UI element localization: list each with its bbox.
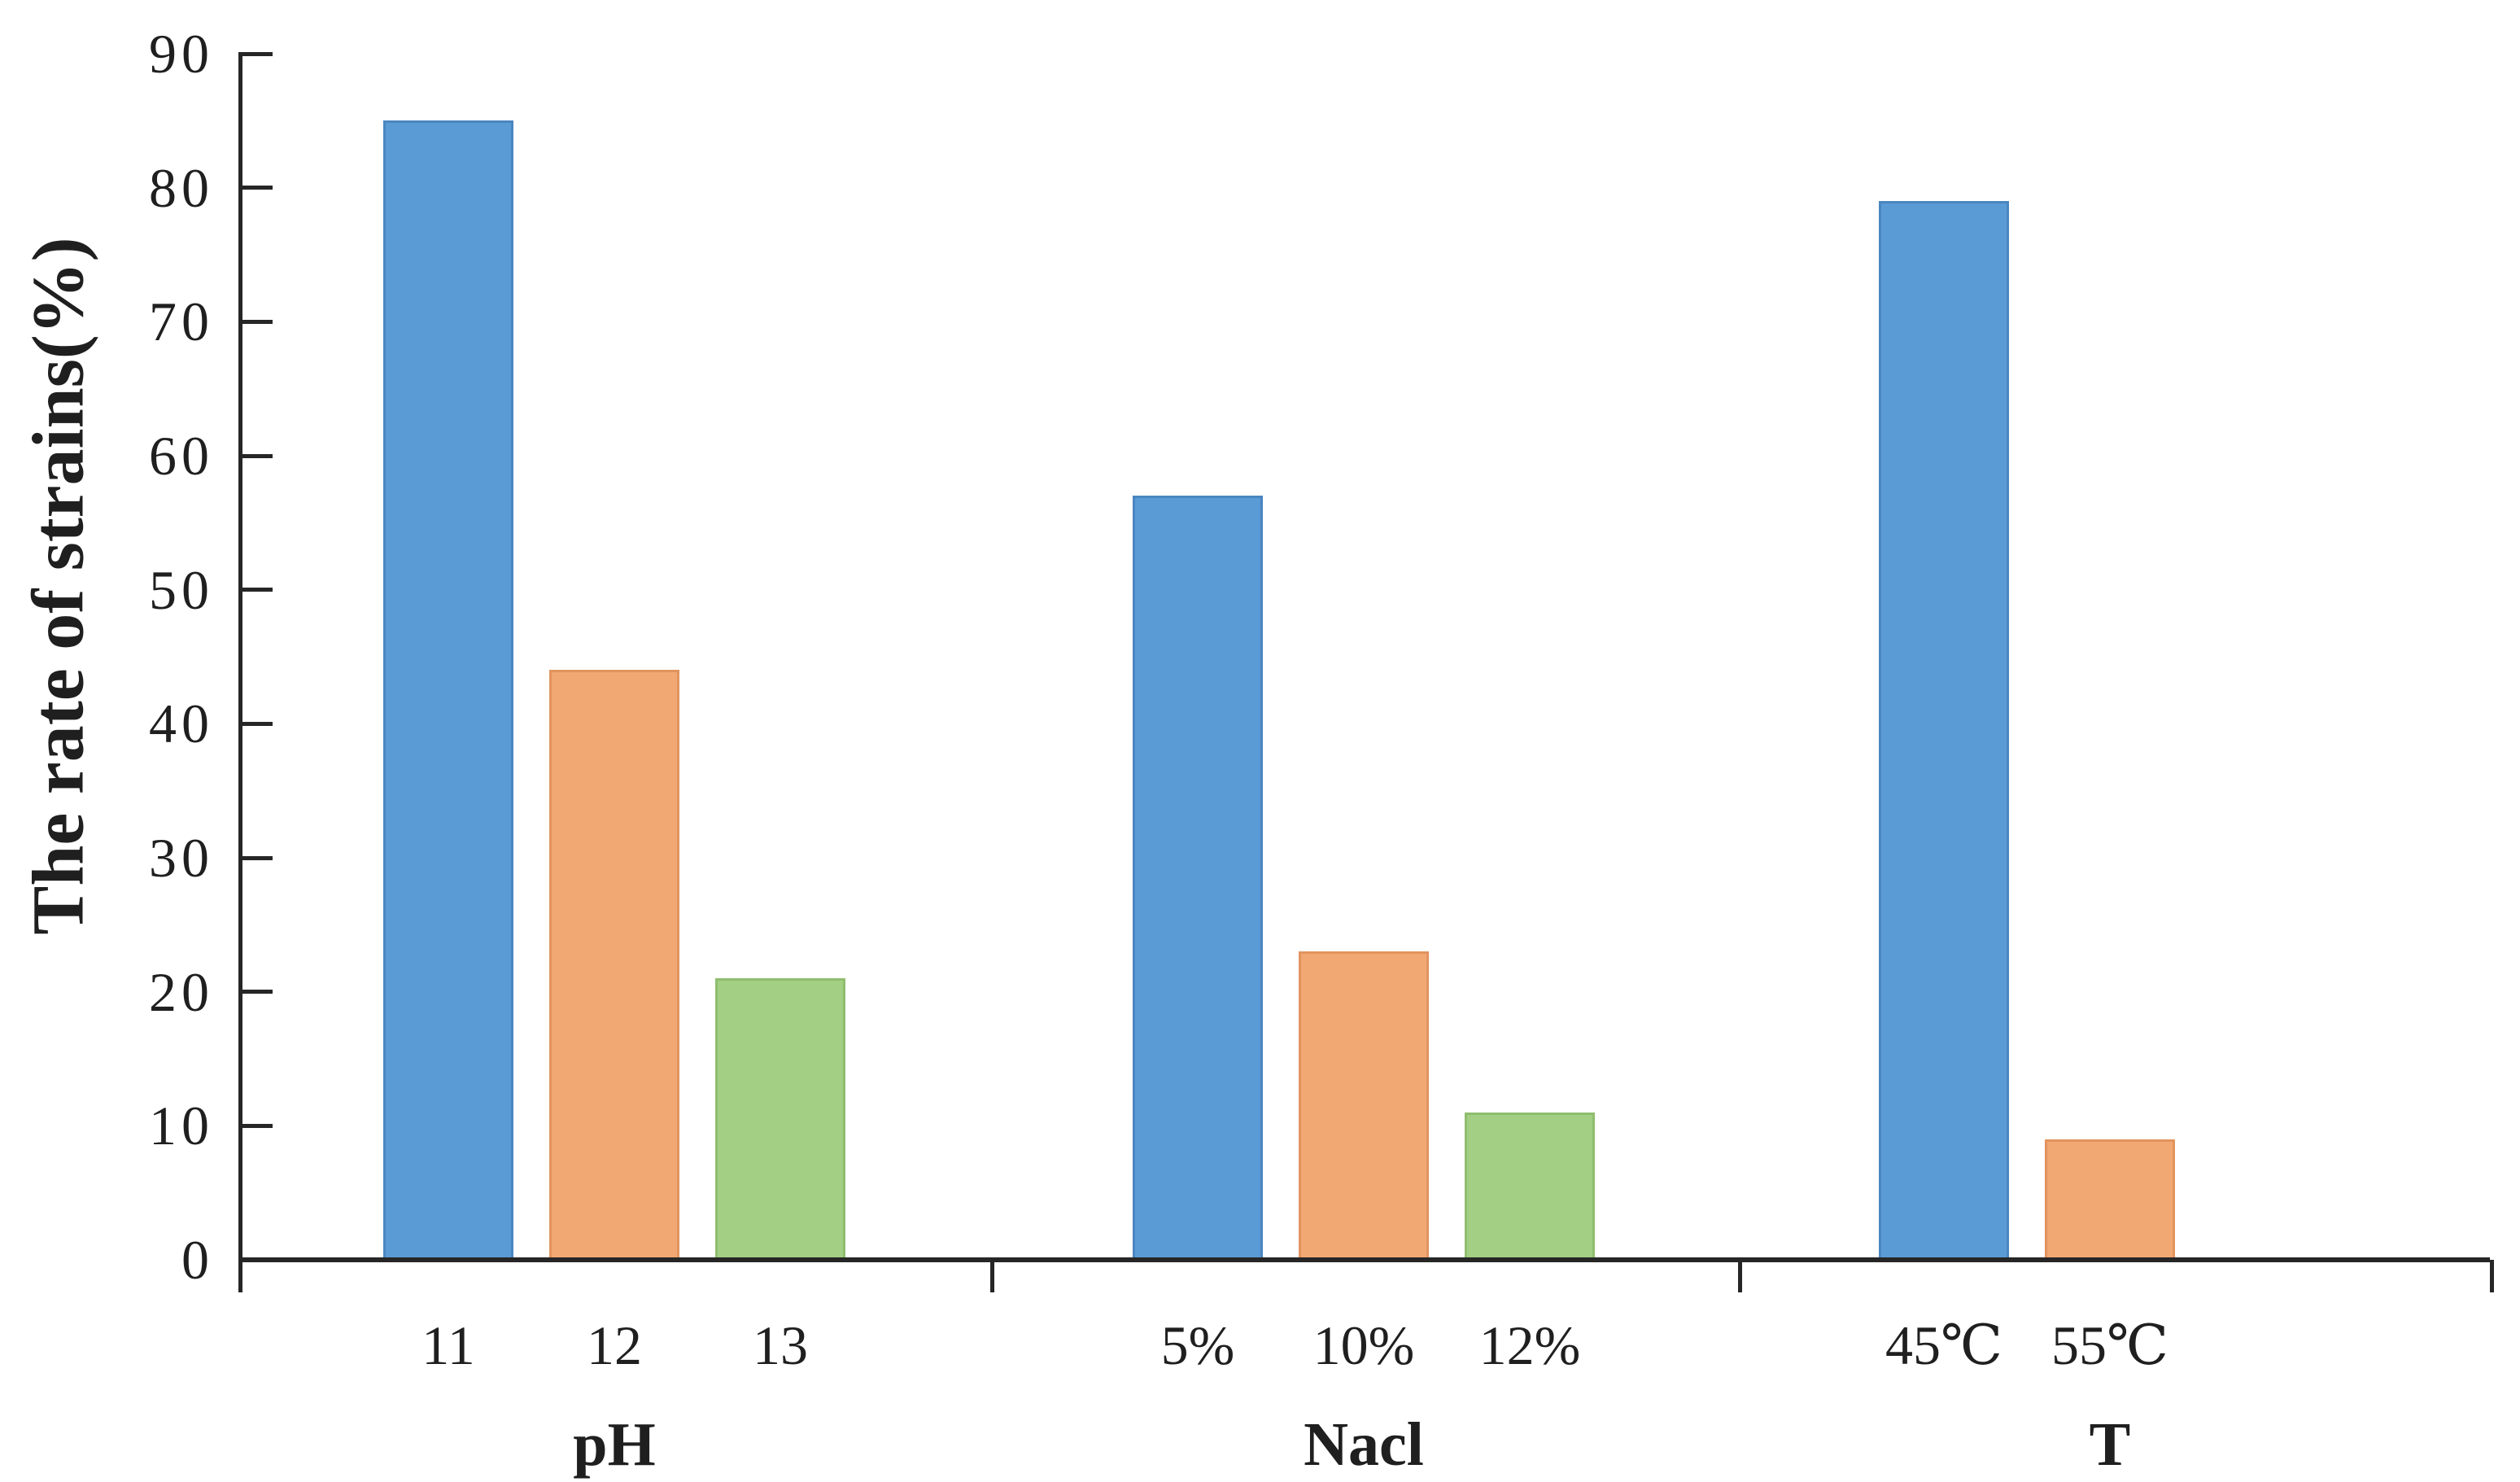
bar-pH-13 (715, 978, 845, 1260)
y-tick-70 (238, 319, 273, 324)
y-tick-60 (238, 453, 273, 458)
y-axis-line (238, 54, 242, 1292)
x-axis-separator-tick-2 (2490, 1260, 2494, 1292)
bar-Nacl-12% (1465, 1112, 1595, 1260)
y-tick-label-50: 50 (149, 558, 214, 621)
y-tick-label-90: 90 (149, 23, 214, 85)
bar-pH-12 (549, 670, 679, 1260)
x-tick-label-13: 13 (753, 1314, 808, 1376)
y-tick-10 (238, 1123, 273, 1128)
y-tick-20 (238, 990, 273, 995)
y-tick-label-80: 80 (149, 156, 214, 219)
bar-Nacl-5% (1133, 496, 1263, 1260)
y-tick-label-0: 0 (181, 1229, 214, 1291)
bar-Nacl-10% (1299, 951, 1429, 1260)
x-tick-label-12: 12 (587, 1314, 642, 1376)
x-tick-label-45℃: 45℃ (1885, 1314, 2003, 1376)
bar-T-45℃ (1879, 201, 2009, 1260)
x-tick-label-11: 11 (421, 1314, 475, 1376)
x-tick-label-12%: 12% (1478, 1314, 1581, 1376)
x-axis-separator-tick-1 (1738, 1260, 1742, 1292)
x-axis-separator-tick-0 (990, 1260, 994, 1292)
bar-T-55℃ (2045, 1139, 2175, 1260)
y-tick-label-20: 20 (149, 960, 214, 1023)
y-tick-50 (238, 588, 273, 592)
x-tick-label-5%: 5% (1160, 1314, 1235, 1376)
y-tick-label-70: 70 (149, 291, 214, 353)
x-axis-line (238, 1257, 2490, 1262)
y-tick-label-10: 10 (149, 1095, 214, 1157)
y-tick-80 (238, 186, 273, 190)
x-group-label-Nacl: Nacl (1304, 1410, 1424, 1479)
y-tick-90 (238, 51, 273, 56)
x-tick-label-10%: 10% (1312, 1314, 1415, 1376)
y-tick-label-40: 40 (149, 693, 214, 755)
y-tick-label-60: 60 (149, 425, 214, 487)
y-tick-label-30: 30 (149, 827, 214, 889)
bar-pH-11 (383, 120, 513, 1260)
x-group-label-pH: pH (573, 1410, 656, 1479)
y-tick-30 (238, 855, 273, 860)
x-group-label-T: T (2089, 1410, 2131, 1479)
x-tick-label-55℃: 55℃ (2051, 1314, 2169, 1376)
y-tick-40 (238, 721, 273, 726)
